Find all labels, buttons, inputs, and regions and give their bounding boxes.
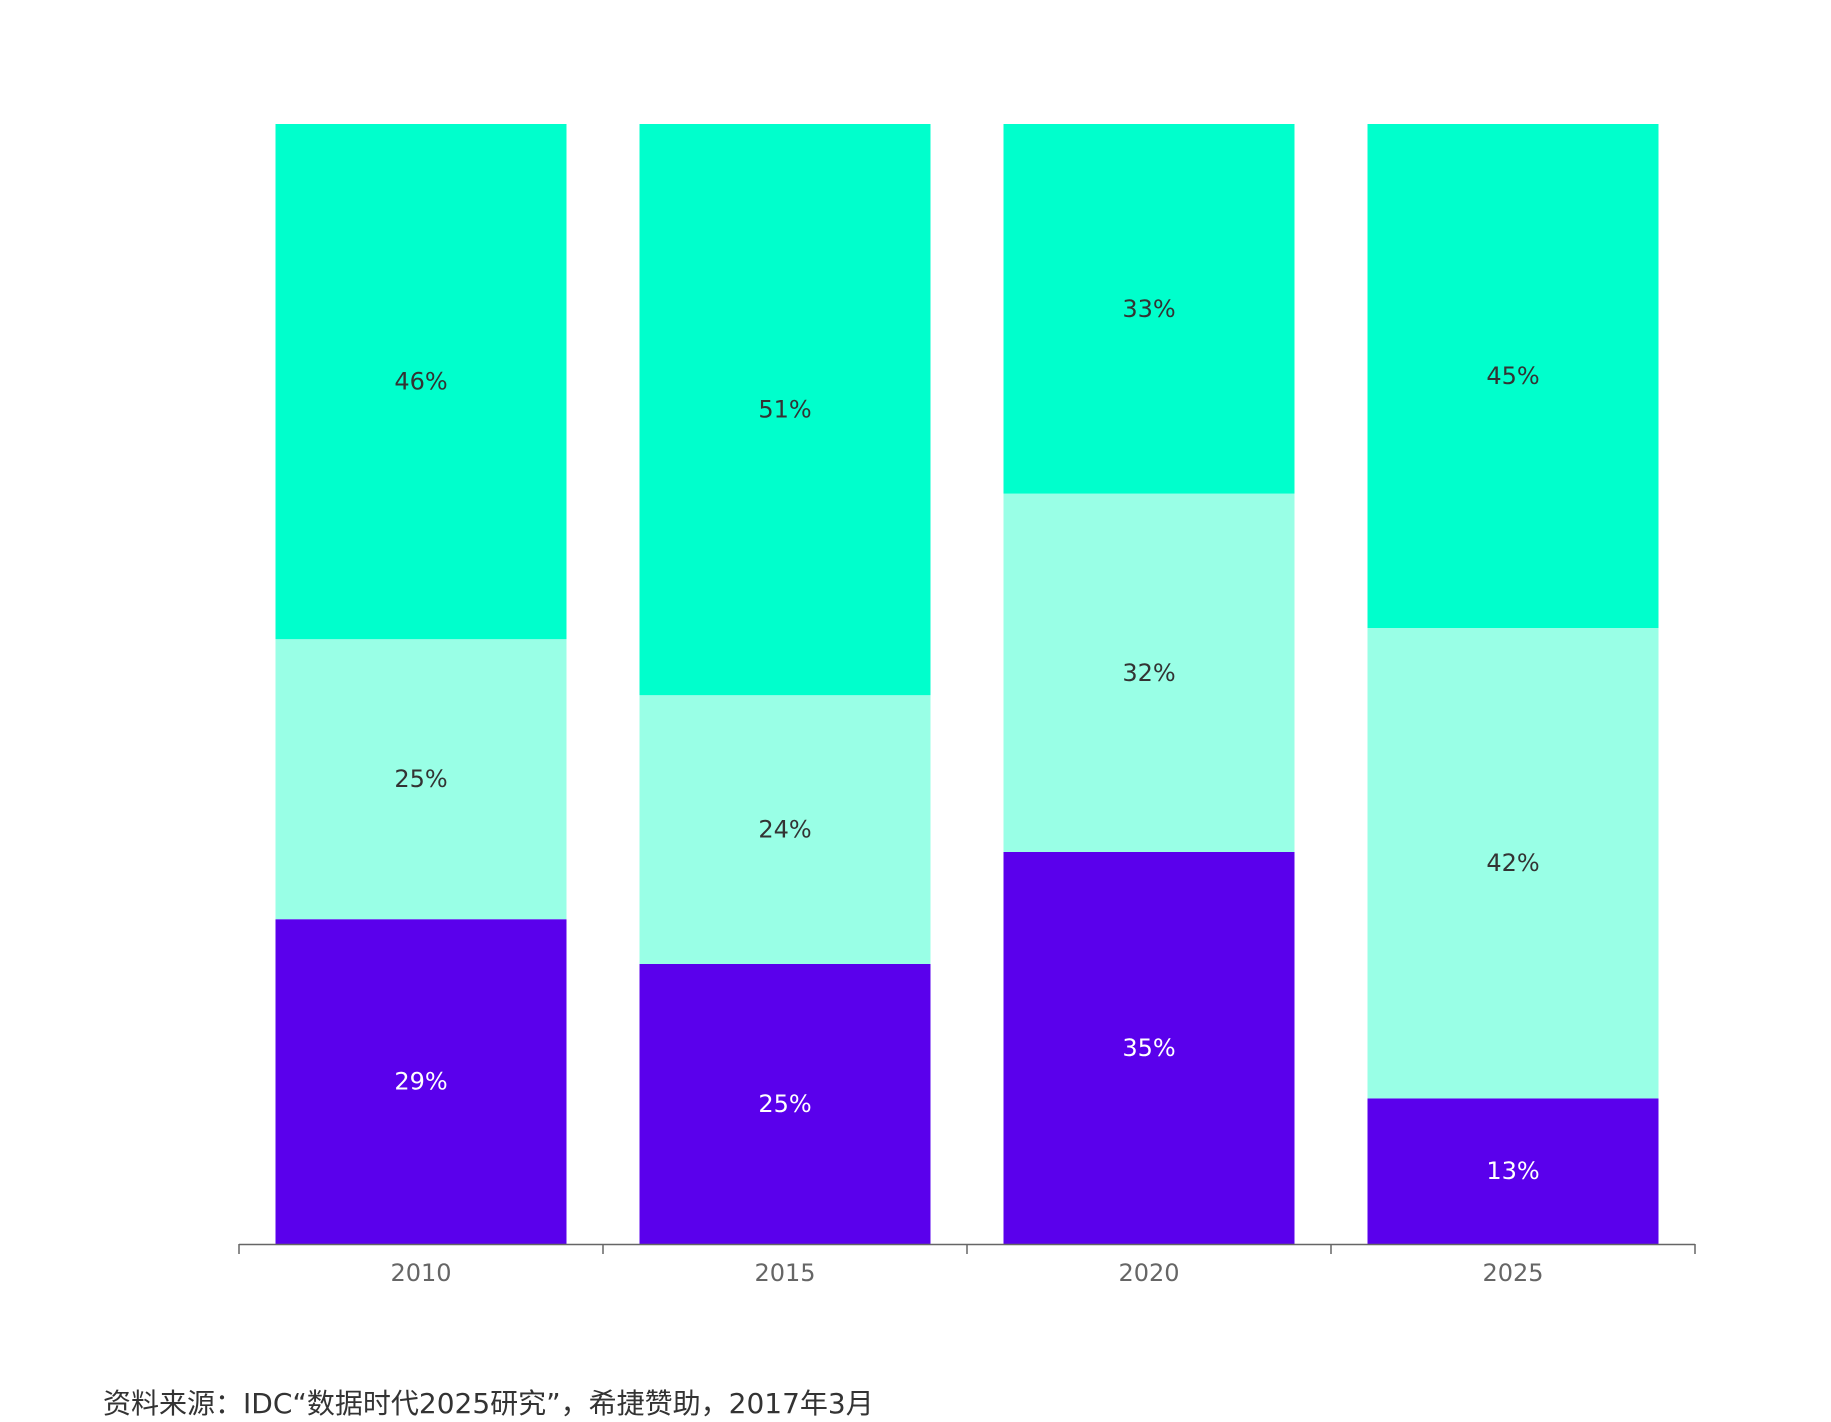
data-label-2010-s2: 25% xyxy=(394,765,447,793)
bar-segment-2025-s1 xyxy=(1367,1098,1659,1244)
data-label-2010-s1: 29% xyxy=(394,1068,447,1096)
bar-segment-2010-s2 xyxy=(275,639,567,920)
bar-segment-2020-s1 xyxy=(1003,852,1295,1244)
bar-segment-2015-s1 xyxy=(639,964,931,1244)
data-label-2025-s2: 42% xyxy=(1486,849,1539,877)
data-label-2025-s3: 45% xyxy=(1486,362,1539,390)
x-tick-label-2020: 2020 xyxy=(1118,1259,1179,1287)
bar-segment-2010-s1 xyxy=(275,919,567,1244)
data-label-2010-s3: 46% xyxy=(394,368,447,396)
data-label-2020-s2: 32% xyxy=(1122,659,1175,687)
data-label-2025-s1: 13% xyxy=(1486,1157,1539,1185)
bar-segment-2020-s2 xyxy=(1003,493,1295,852)
data-label-2015-s3: 51% xyxy=(758,396,811,424)
bar-segment-2020-s3 xyxy=(1003,124,1295,494)
source-note: 资料来源：IDC“数据时代2025研究”，希捷赞助，2017年3月 xyxy=(103,1387,874,1420)
x-tick-label-2025: 2025 xyxy=(1482,1259,1543,1287)
bar-segment-2010-s3 xyxy=(275,124,567,640)
bar-segment-2015-s2 xyxy=(639,695,931,964)
x-tick-label-2010: 2010 xyxy=(390,1259,451,1287)
data-label-2020-s1: 35% xyxy=(1122,1034,1175,1062)
stacked-bar-chart: 29% 25% 46% 25% 24% 51% 35% 32% 33% 13% 42% 45% 2010… xyxy=(238,124,1696,1287)
bar-segment-2015-s3 xyxy=(639,124,931,696)
data-label-2015-s1: 25% xyxy=(758,1090,811,1118)
x-tick-label-2015: 2015 xyxy=(754,1259,815,1287)
data-label-2015-s2: 24% xyxy=(758,816,811,844)
bar-segment-2025-s3 xyxy=(1367,124,1659,628)
bar-segment-2025-s2 xyxy=(1367,628,1659,1099)
data-label-2020-s3: 33% xyxy=(1122,295,1175,323)
